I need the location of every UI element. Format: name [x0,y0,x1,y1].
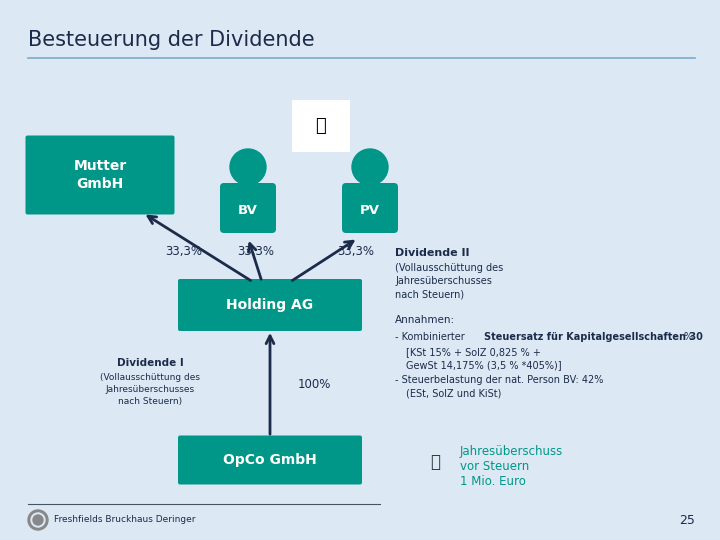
FancyBboxPatch shape [342,183,398,233]
Text: Besteuerung der Dividende: Besteuerung der Dividende [28,30,315,50]
Text: Steuersatz für Kapitalgesellschaften 30: Steuersatz für Kapitalgesellschaften 30 [484,332,703,342]
Text: 33,3%: 33,3% [165,246,202,259]
Text: 33,3%: 33,3% [237,246,274,259]
Circle shape [31,513,45,527]
Text: OpCo GmbH: OpCo GmbH [223,453,317,467]
Text: 🏭: 🏭 [430,453,440,471]
Text: Holding AG: Holding AG [226,298,314,312]
Circle shape [230,149,266,185]
Text: 25: 25 [679,514,695,526]
Text: 100%: 100% [298,379,331,392]
FancyBboxPatch shape [292,100,350,152]
Text: (Vollausschüttung des
Jahresüberschusses
nach Steuern): (Vollausschüttung des Jahresüberschusses… [100,373,200,406]
Text: Freshfields Bruckhaus Deringer: Freshfields Bruckhaus Deringer [54,516,196,524]
Text: 🏭: 🏭 [315,117,326,135]
Text: Annahmen:: Annahmen: [395,315,455,325]
Circle shape [352,149,388,185]
Text: 33,3%: 33,3% [337,246,374,259]
Text: GewSt 14,175% (3,5 % *405%)]: GewSt 14,175% (3,5 % *405%)] [406,360,562,370]
Text: 1 Mio. Euro: 1 Mio. Euro [460,475,526,488]
Text: Dividende I: Dividende I [117,358,184,368]
Text: BV: BV [238,204,258,217]
Text: (ESt, SolZ und KiSt): (ESt, SolZ und KiSt) [406,388,501,398]
Text: - Steuerbelastung der nat. Person BV: 42%: - Steuerbelastung der nat. Person BV: 42… [395,375,603,385]
Text: - Kombinierter: - Kombinierter [395,332,468,342]
Text: [KSt 15% + SolZ 0,825 % +: [KSt 15% + SolZ 0,825 % + [406,347,541,357]
Text: Mutter
GmbH: Mutter GmbH [73,159,127,191]
FancyBboxPatch shape [178,435,362,484]
Text: Dividende II: Dividende II [395,248,469,258]
Text: %: % [684,332,693,342]
Text: vor Steuern: vor Steuern [460,460,529,473]
Text: (Vollausschüttung des
Jahresüberschusses
nach Steuern): (Vollausschüttung des Jahresüberschusses… [395,263,503,299]
Text: Jahresüberschuss: Jahresüberschuss [460,445,563,458]
Text: PV: PV [360,204,380,217]
Circle shape [33,515,43,525]
FancyBboxPatch shape [220,183,276,233]
Circle shape [28,510,48,530]
FancyBboxPatch shape [25,136,174,214]
FancyBboxPatch shape [178,279,362,331]
